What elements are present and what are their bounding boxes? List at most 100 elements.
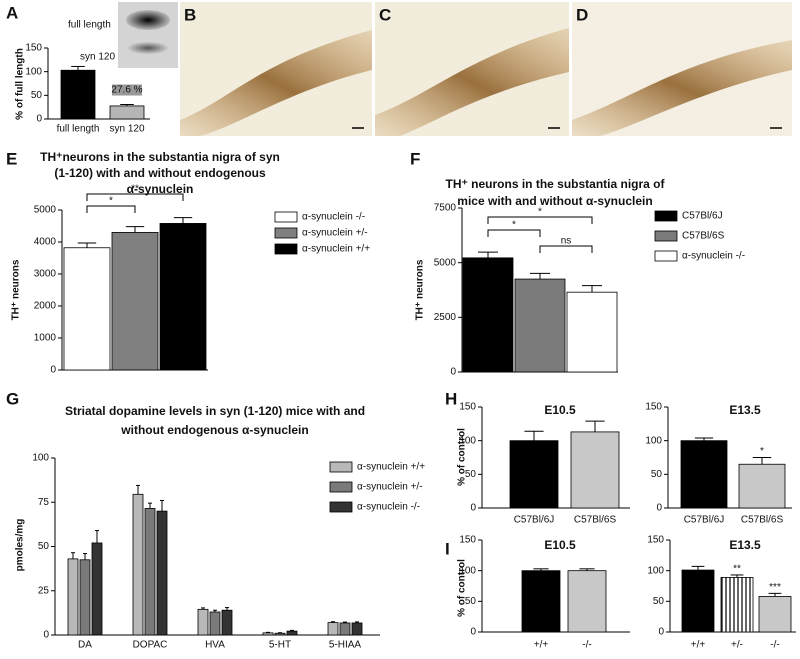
value-label: 27.6 % [111,85,142,96]
error-bar [160,499,164,512]
legend-label: α-synuclein +/- [357,482,423,493]
bar [60,69,96,120]
bar [197,608,209,636]
legend-swatch [329,461,353,473]
bar [327,622,339,636]
legend-swatch [329,501,353,513]
error-bar [533,568,549,571]
legend-label: α-synuclein +/+ [357,462,425,473]
error-bar [83,553,87,560]
bar [262,632,274,636]
x-tick-label: C57Bl/6J [514,515,555,526]
y-tick-label: 0 [656,503,662,514]
y-tick-label: 150 [647,535,664,546]
significance-label: * [538,207,542,218]
x-tick-label: -/- [582,640,591,651]
y-tick-label: 50 [651,469,663,480]
legend-label: C57Bl/6S [682,231,725,242]
significance-label: * [109,196,113,207]
y-tick-label: 3000 [34,269,57,280]
bar [132,493,144,636]
error-bar [524,430,544,441]
error-bar [71,552,75,559]
value-label-box [112,84,142,96]
error-bar [201,607,205,610]
x-tick-label: 5-HIAA [329,640,362,651]
chart-title: E13.5 [729,403,761,417]
y-tick-label: 150 [645,402,662,413]
chart-title: Striatal dopamine levels in syn (1-120) … [65,404,365,418]
y-tick-label: 50 [465,596,477,607]
error-bar [290,629,294,632]
bar [509,440,559,509]
legend-label: α-synuclein +/+ [302,244,370,255]
bar [159,223,207,371]
significance-label: ** [733,564,741,575]
legend-label: α-synuclein -/- [682,251,745,262]
chart-title: without endogenous α-synuclein [120,423,308,437]
significance-label: ns [561,236,572,247]
micrograph [572,2,792,136]
significance-bracket [487,229,541,237]
error-bar [266,631,270,633]
y-axis-label: TH⁺ neurons [415,259,426,320]
micrograph [180,2,372,136]
y-tick-label: 0 [450,367,456,378]
y-axis-label: TH⁺ neurons [11,259,22,320]
y-axis-label: % of full length [15,48,26,120]
y-tick-label: 150 [459,535,476,546]
error-bar [71,65,85,71]
bar [156,510,168,636]
error-bar [136,484,140,495]
y-tick-label: 2500 [434,312,457,323]
bar [67,558,79,636]
bar [681,569,715,633]
bar [209,611,221,636]
y-tick-label: 0 [470,503,476,514]
legend-swatch [654,250,678,262]
error-bar [95,530,99,543]
y-tick-label: 50 [653,596,665,607]
error-bar [125,226,145,233]
chart-title: E10.5 [544,403,576,417]
y-tick-label: 2000 [34,301,57,312]
legend-label: α-synuclein -/- [357,502,420,513]
legend-swatch [274,243,298,255]
significance-bracket [487,216,593,224]
x-tick-label: 5-HT [269,640,291,651]
blot-band [128,42,168,54]
bar [144,508,156,636]
legend-label: α-synuclein -/- [302,212,365,223]
error-bar [278,632,282,634]
x-tick-label: +/+ [691,640,706,651]
error-bar [752,457,772,465]
y-tick-label: 100 [32,453,49,464]
error-bar [173,217,193,224]
chart-title: TH⁺neurons in the substantia nigra of sy… [40,150,280,164]
error-bar [343,621,347,623]
y-tick-label: 150 [25,43,42,54]
error-bar [355,621,359,623]
significance-bracket [86,205,136,213]
blot-label: syn 120 [80,52,115,63]
x-tick-label: +/+ [534,640,549,651]
error-bar [582,285,602,293]
y-tick-label: 0 [658,627,664,638]
micrograph [375,2,569,136]
x-tick-label: DA [78,640,92,651]
y-tick-label: 50 [465,469,477,480]
panel-label: G [6,389,19,408]
y-tick-label: 0 [36,114,42,125]
y-tick-label: 100 [645,435,662,446]
error-bar [694,437,714,441]
chart-title: α-synuclein [127,182,194,196]
y-tick-label: 100 [459,435,476,446]
chart-title: E10.5 [544,538,576,552]
bar [109,105,145,120]
legend-swatch [274,227,298,239]
panel-label: D [576,5,588,24]
blot-band [126,10,170,30]
bar [570,431,620,509]
y-tick-label: 7500 [434,203,457,214]
